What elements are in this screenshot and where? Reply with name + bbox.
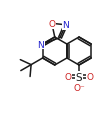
Text: O: O (48, 20, 55, 29)
Text: S: S (75, 72, 82, 82)
Text: N: N (62, 21, 69, 30)
Text: O⁻: O⁻ (72, 84, 84, 93)
Text: O: O (86, 73, 93, 82)
Text: N: N (37, 40, 44, 49)
Text: O: O (64, 73, 71, 82)
